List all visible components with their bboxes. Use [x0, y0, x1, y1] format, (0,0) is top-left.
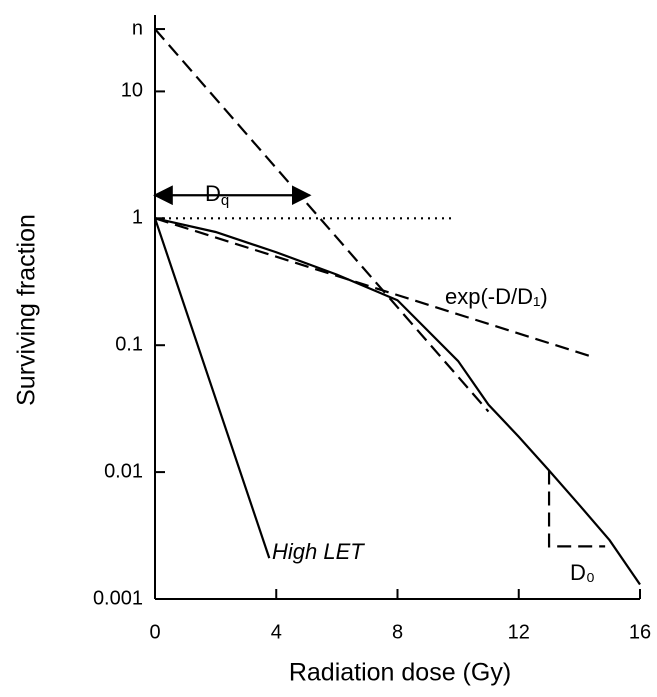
series-line: [154, 217, 641, 586]
y-tick-label: 0.01: [104, 460, 143, 482]
series-line: [154, 28, 490, 413]
exp-label: exp(-D/D₁): [445, 284, 548, 309]
y-tick-label: 1: [132, 207, 143, 229]
series-line: [154, 217, 595, 359]
x-tick-label: 16: [629, 621, 651, 643]
high-let-label: High LET: [272, 539, 365, 564]
x-tick-label: 12: [508, 621, 530, 643]
series-line: [547, 470, 606, 548]
y-tick-label: n: [132, 17, 143, 39]
x-axis-title: Radiation dose (Gy): [289, 659, 511, 687]
x-tick-label: 8: [392, 621, 403, 643]
y-tick-label: 0.1: [115, 333, 143, 355]
x-tick-label: 4: [271, 621, 282, 643]
d0-label: D₀: [570, 560, 595, 585]
x-tick-label: 0: [149, 621, 160, 643]
dq-main: D: [205, 181, 221, 206]
series-line: [153, 217, 271, 559]
y-tick-label: 10: [121, 80, 143, 102]
y-axis-title: Surviving fraction: [13, 214, 41, 406]
y-tick-label: 0.001: [93, 587, 143, 609]
